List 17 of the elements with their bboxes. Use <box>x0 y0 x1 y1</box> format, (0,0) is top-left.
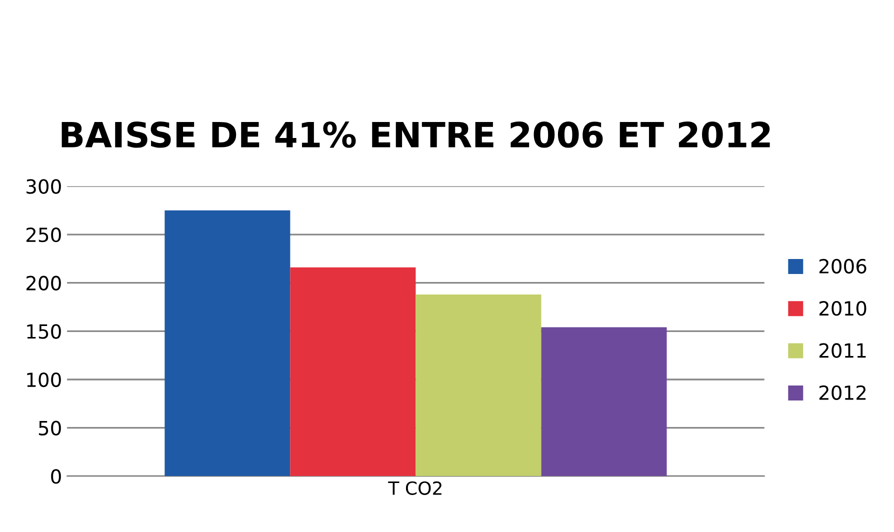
bar <box>416 294 542 476</box>
y-tick-label: 150 <box>27 324 61 339</box>
legend-label: 2011 <box>819 343 866 358</box>
y-tick-label: 50 <box>38 420 61 436</box>
legend-label: 2006 <box>819 258 866 274</box>
chart-title: BAISSE DE 41% ENTRE 2006 ET 2012 <box>62 122 770 148</box>
y-tick-label: 300 <box>26 179 61 194</box>
bar <box>164 210 290 476</box>
x-tick-label: T CO2 <box>388 481 442 495</box>
bar <box>541 327 667 476</box>
y-tick-label: 0 <box>51 469 61 484</box>
legend-label: 2012 <box>819 385 866 400</box>
bar <box>290 267 416 476</box>
y-tick-label: 200 <box>26 276 61 291</box>
y-tick-label: 250 <box>26 227 61 242</box>
y-tick-label: 100 <box>27 372 61 388</box>
legend-label: 2010 <box>819 301 866 316</box>
